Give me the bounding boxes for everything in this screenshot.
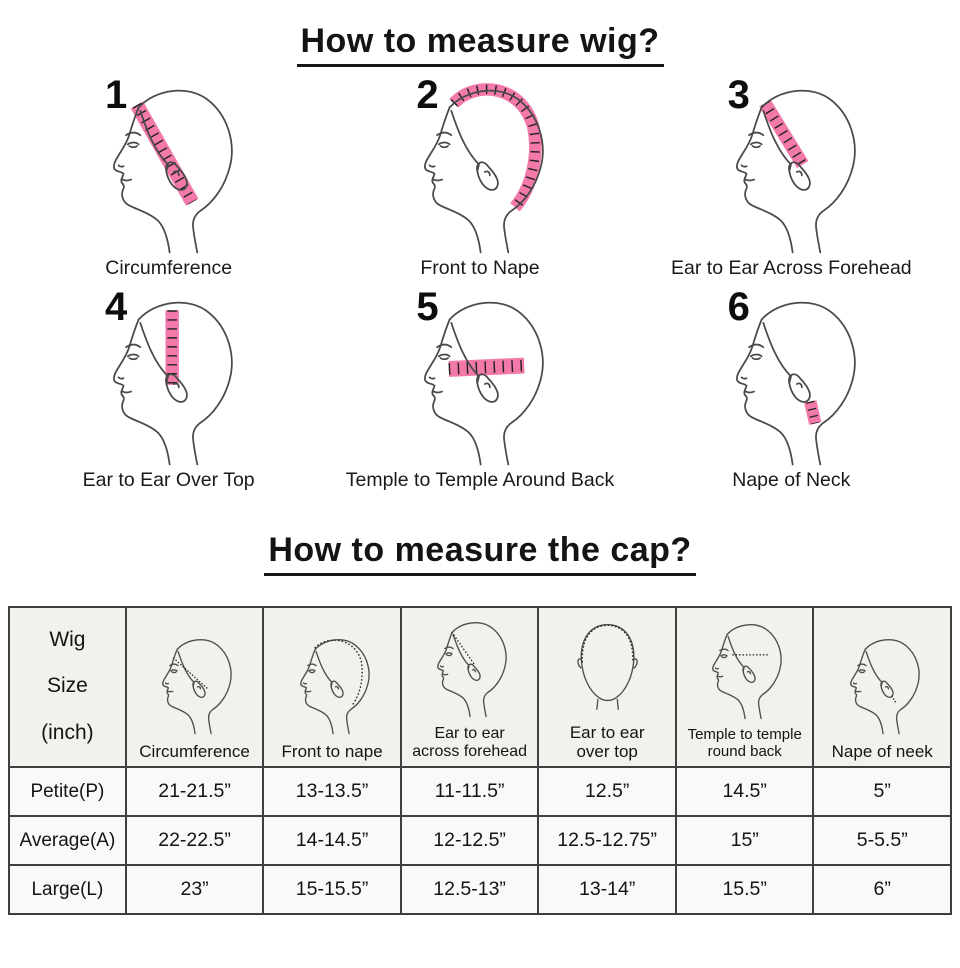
figure-caption: Temple to Temple Around Back (345, 469, 615, 491)
head-sketch-nape-icon (834, 633, 931, 735)
wig-section-title: How to measure wig? (0, 22, 960, 67)
size-label: Average(A) (8, 815, 127, 866)
cap-section-title: How to measure the cap? (0, 531, 960, 576)
figure-number: 1 (105, 73, 128, 117)
cell-value: 12.5” (537, 766, 677, 817)
cell-value: 12.5-12.75” (537, 815, 677, 866)
cell-value: 12.5-13” (399, 864, 540, 915)
cell-value: 22-22.5” (124, 815, 265, 866)
head-profile-sketch-icon (708, 291, 876, 467)
cell-value: 6” (812, 864, 952, 915)
head-profile-sketch-icon (85, 291, 253, 467)
figure-caption: Circumference (105, 257, 233, 279)
head-sketch-circumference-icon (146, 633, 243, 735)
figure-temple-to-temple: 5 Temple to Temple Around Back (324, 287, 635, 495)
cap-title-text: How to measure the cap? (264, 531, 696, 576)
figure-number: 3 (727, 73, 750, 117)
corner-cell: Wig Size (inch) (8, 606, 127, 768)
column-nape-of-neck: Nape of neek (812, 606, 952, 768)
figure-front-to-nape: 2 Front to Nape (324, 75, 635, 283)
figure-caption: Front to Nape (420, 257, 540, 279)
figure-number: 6 (727, 285, 750, 329)
column-ear-to-ear-across-forehead: Ear to ear across forehead (399, 606, 540, 768)
cell-value: 13-14” (537, 864, 677, 915)
column-temple-to-temple: Temple to temple round back (674, 606, 815, 768)
figure-number: 2 (416, 73, 439, 117)
table-row-petite: Petite(P) 21-21.5” 13-13.5” 11-11.5” 12.… (8, 766, 952, 817)
column-front-to-nape: Front to nape (262, 606, 402, 768)
table-header-row: Wig Size (inch) Circumference Front to n… (8, 606, 952, 768)
head-profile-sketch-icon (396, 83, 564, 255)
head-profile-sketch-icon (708, 79, 876, 255)
table-row-average: Average(A) 22-22.5” 14-14.5” 12-12.5” 12… (8, 815, 952, 866)
cell-value: 14.5” (674, 766, 815, 817)
figure-circumference: 1 Circumference (13, 75, 324, 283)
figure-caption: Ear to Ear Over Top (82, 469, 255, 491)
cell-value: 13-13.5” (262, 766, 402, 817)
cell-value: 12-12.5” (399, 815, 540, 866)
cell-value: 23” (124, 864, 265, 915)
cell-value: 14-14.5” (262, 815, 402, 866)
cap-size-table: Wig Size (inch) Circumference Front to n… (8, 606, 952, 915)
cell-value: 15.5” (674, 864, 815, 915)
cell-value: 5-5.5” (812, 815, 952, 866)
wig-measure-figures: 1 Circumference 2 Front to Nape 3 (13, 75, 947, 495)
cell-value: 21-21.5” (124, 766, 265, 817)
figure-ear-to-ear-over-top: 4 Ear to Ear Over Top (13, 287, 324, 495)
wig-title-text: How to measure wig? (296, 22, 664, 67)
head-sketch-front-to-nape-icon (284, 633, 381, 735)
table-row-large: Large(L) 23” 15-15.5” 12.5-13” 13-14” 15… (8, 864, 952, 915)
figure-number: 4 (105, 285, 128, 329)
column-circumference: Circumference (124, 606, 265, 768)
column-ear-to-ear-over-top: Ear to ear over top (537, 606, 677, 768)
figure-nape-of-neck: 6 Nape of Neck (636, 287, 947, 495)
head-sketch-over-top-icon (559, 614, 656, 716)
cell-value: 11-11.5” (399, 766, 540, 817)
head-profile-sketch-icon (396, 291, 564, 467)
cell-value: 15-15.5” (262, 864, 402, 915)
size-label: Petite(P) (8, 766, 127, 817)
head-sketch-across-forehead-icon (421, 616, 518, 718)
size-label: Large(L) (8, 864, 127, 915)
corner-label: Wig Size (inch) (41, 628, 94, 744)
figure-number: 5 (416, 285, 439, 329)
figure-caption: Ear to Ear Across Forehead (671, 257, 912, 279)
figure-caption: Nape of Neck (732, 469, 851, 491)
measuring-tape-icon (760, 100, 807, 168)
cell-value: 5” (812, 766, 952, 817)
measuring-tape-icon (448, 359, 525, 375)
head-profile-sketch-icon (85, 79, 253, 255)
figure-ear-to-ear-across-forehead: 3 Ear to Ear Across Forehead (636, 75, 947, 283)
cell-value: 15” (674, 815, 815, 866)
head-sketch-temple-round-back-icon (696, 618, 793, 720)
